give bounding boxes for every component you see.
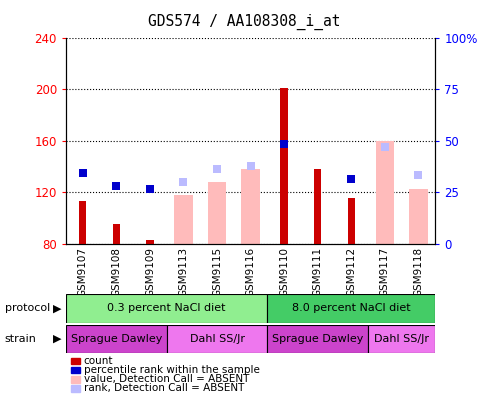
Bar [166,325,267,353]
Bar [313,169,321,244]
Text: strain: strain [5,334,37,344]
Text: protocol: protocol [5,303,50,314]
Text: rank, Detection Call = ABSENT: rank, Detection Call = ABSENT [83,383,244,394]
Text: ▶: ▶ [53,303,62,314]
Bar [112,224,120,244]
Text: percentile rank within the sample: percentile rank within the sample [83,365,259,375]
Bar [375,141,393,244]
Text: GSM9113: GSM9113 [178,247,188,297]
Text: Dahl SS/Jr: Dahl SS/Jr [189,334,244,344]
Text: GSM9115: GSM9115 [212,247,222,297]
Text: GSM9118: GSM9118 [412,247,423,297]
Bar [66,294,267,323]
Text: count: count [83,356,113,366]
Text: Sprague Dawley: Sprague Dawley [271,334,363,344]
Bar [79,201,86,244]
Text: ▶: ▶ [53,334,62,344]
Bar [347,198,354,244]
Text: GSM9111: GSM9111 [312,247,322,297]
Bar [267,325,367,353]
Text: GSM9109: GSM9109 [144,247,155,297]
Text: GSM9107: GSM9107 [78,247,88,297]
Bar [207,182,226,244]
Text: GSM9116: GSM9116 [245,247,255,297]
Text: Dahl SS/Jr: Dahl SS/Jr [373,334,428,344]
Bar [367,325,434,353]
Text: GSM9112: GSM9112 [346,247,356,297]
Text: GSM9117: GSM9117 [379,247,389,297]
Bar [66,325,166,353]
Text: 0.3 percent NaCl diet: 0.3 percent NaCl diet [107,303,225,314]
Text: 8.0 percent NaCl diet: 8.0 percent NaCl diet [291,303,410,314]
Bar [241,169,259,244]
Bar [280,88,287,244]
Text: GSM9110: GSM9110 [279,247,288,297]
Text: GDS574 / AA108308_i_at: GDS574 / AA108308_i_at [148,14,340,30]
Text: Sprague Dawley: Sprague Dawley [71,334,162,344]
Bar [408,189,427,244]
Text: value, Detection Call = ABSENT: value, Detection Call = ABSENT [83,374,248,385]
Bar [267,294,434,323]
Bar [174,194,192,244]
Bar [146,240,153,244]
Text: GSM9108: GSM9108 [111,247,121,297]
